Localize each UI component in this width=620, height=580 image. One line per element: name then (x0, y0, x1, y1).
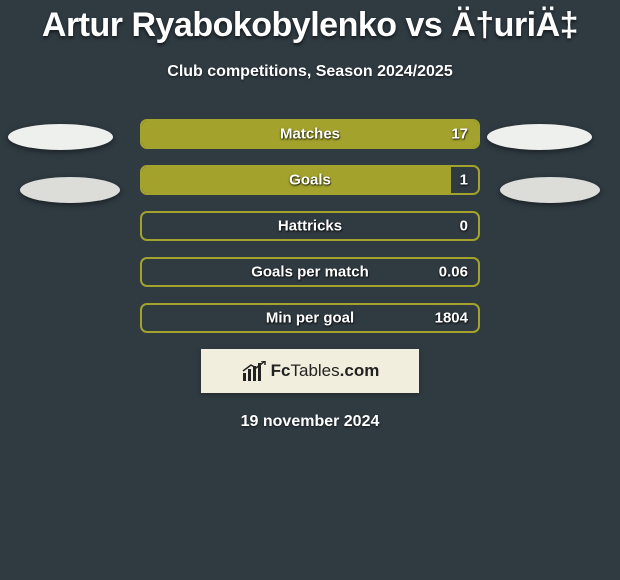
stat-value: 0.06 (439, 264, 468, 281)
subtitle: Club competitions, Season 2024/2025 (0, 63, 620, 81)
stat-row: Goals per match 0.06 (0, 257, 620, 287)
stat-value: 1804 (435, 310, 468, 327)
stat-label: Goals per match (251, 264, 369, 281)
date-text: 19 november 2024 (0, 413, 620, 431)
bar-chart-icon (241, 361, 267, 381)
page-title: Artur Ryabokobylenko vs Ä†uriÄ‡ (0, 6, 620, 45)
stat-row: Hattricks 0 (0, 211, 620, 241)
stat-bar-slot: Min per goal 1804 (140, 303, 480, 333)
logo-text-light: Tables (291, 361, 340, 380)
logo-text: FcTables.com (271, 361, 380, 381)
stat-bar-slot: Hattricks 0 (140, 211, 480, 241)
stat-value: 1 (460, 172, 468, 189)
stat-bar-slot: Goals per match 0.06 (140, 257, 480, 287)
stat-bar-fill (142, 167, 451, 193)
stat-bar-slot: Matches 17 (140, 119, 480, 149)
stat-row: Min per goal 1804 (0, 303, 620, 333)
fctables-logo[interactable]: FcTables.com (201, 349, 419, 393)
stat-row: Matches 17 (0, 119, 620, 149)
stat-bar-fill (142, 121, 478, 147)
stat-label: Min per goal (266, 310, 354, 327)
logo-text-bold: Fc (271, 361, 291, 380)
stat-value: 0 (460, 218, 468, 235)
stat-row: Goals 1 (0, 165, 620, 195)
stat-label: Hattricks (278, 218, 342, 235)
stat-bar-slot: Goals 1 (140, 165, 480, 195)
logo-text-suffix: .com (340, 361, 380, 380)
stats-chart: Matches 17 Goals 1 Hattricks 0 Goals per… (0, 119, 620, 333)
content: Artur Ryabokobylenko vs Ä†uriÄ‡ Club com… (0, 0, 620, 431)
